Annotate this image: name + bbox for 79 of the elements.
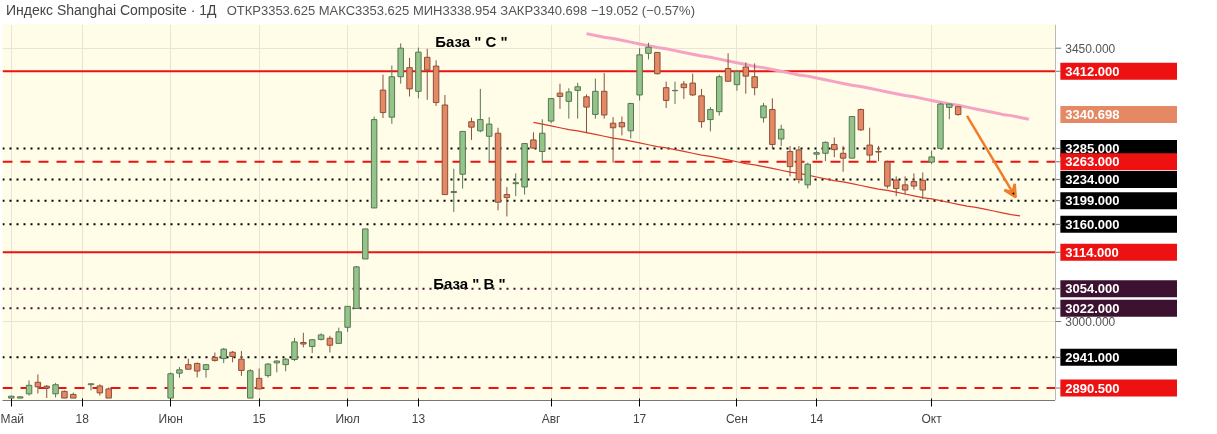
ref-line-label: 3022.000 bbox=[1065, 300, 1120, 316]
candlestick bbox=[477, 88, 484, 133]
candlestick bbox=[742, 61, 750, 95]
chart-subtitle: ОТКР3353.625 МАКС3353.625 МИН3338.954 ЗАКР3340.698 −19.052 (−0.57%) bbox=[226, 3, 695, 18]
ref-line-label: 3160.000 bbox=[1065, 216, 1120, 232]
candlestick bbox=[839, 145, 847, 173]
x-tick-label: Июл bbox=[335, 411, 360, 426]
chart-title: Индекс Shanghai Composite · 1Д bbox=[6, 2, 217, 18]
candlestick bbox=[707, 106, 714, 132]
candlestick bbox=[556, 83, 564, 110]
candlestick bbox=[724, 52, 732, 82]
x-tick-label: 14 bbox=[809, 411, 824, 426]
ref-line-label: 3234.000 bbox=[1065, 171, 1120, 187]
candlestick bbox=[512, 172, 519, 197]
candlestick bbox=[777, 124, 785, 147]
candlestick bbox=[680, 80, 688, 100]
candlestick bbox=[662, 81, 670, 109]
candlestick bbox=[450, 168, 458, 213]
candlestick bbox=[485, 116, 493, 162]
candlestick bbox=[910, 172, 918, 190]
ref-line-label: 3114.000 bbox=[1065, 244, 1119, 260]
y-tick-label: 3450.000 bbox=[1065, 41, 1116, 56]
x-tick-label: 18 bbox=[75, 411, 90, 426]
candlestick bbox=[238, 350, 245, 377]
ref-line-label: 3285.000 bbox=[1065, 140, 1120, 156]
candlestick bbox=[600, 72, 608, 120]
candlestick bbox=[503, 186, 511, 217]
candlestick bbox=[583, 93, 590, 134]
candlestick bbox=[547, 98, 555, 124]
candlestick bbox=[822, 140, 829, 162]
candlestick bbox=[866, 127, 873, 162]
candlestick bbox=[379, 74, 387, 119]
x-tick-label: 13 bbox=[411, 411, 426, 426]
candlestick bbox=[689, 73, 696, 97]
y-tick-label: 3000.000 bbox=[1065, 315, 1116, 330]
text: 3340.698 bbox=[1065, 107, 1120, 123]
ref-line-label: 3199.000 bbox=[1065, 193, 1120, 209]
candlestick bbox=[202, 363, 210, 379]
x-tick-label: Авг bbox=[541, 411, 562, 426]
annotation: База " В " bbox=[433, 275, 506, 293]
x-tick-label: Окт bbox=[921, 411, 943, 426]
candlestick bbox=[884, 160, 891, 190]
annotation: База " С " bbox=[435, 32, 508, 50]
candlestick bbox=[406, 57, 413, 97]
candlestick bbox=[255, 368, 263, 390]
candlestick bbox=[291, 337, 298, 362]
candlestick bbox=[901, 175, 909, 196]
candlestick bbox=[760, 102, 767, 124]
candlestick bbox=[326, 335, 334, 354]
candlestick bbox=[565, 87, 573, 120]
candlestick bbox=[539, 118, 546, 164]
candlestick bbox=[592, 78, 599, 120]
candlestick bbox=[654, 51, 661, 76]
candlestick bbox=[831, 136, 838, 158]
candlestick bbox=[344, 305, 351, 333]
ref-line-label: 3263.000 bbox=[1065, 154, 1120, 170]
candlestick bbox=[786, 145, 794, 177]
ref-line-label: 3054.000 bbox=[1065, 281, 1120, 297]
x-tick-label: Сен bbox=[725, 411, 748, 426]
candlestick bbox=[468, 117, 475, 141]
x-tick-label: Июн bbox=[158, 411, 183, 426]
candlestick bbox=[892, 175, 900, 197]
candlestick bbox=[424, 48, 431, 101]
x-tick-label: Май bbox=[0, 411, 25, 426]
x-tick-label: 17 bbox=[632, 411, 647, 426]
x-tick-label: 15 bbox=[252, 411, 267, 426]
ref-line-label: 2890.500 bbox=[1065, 380, 1120, 396]
candlestick bbox=[618, 116, 626, 136]
line-series bbox=[585, 32, 1031, 121]
candlestick bbox=[211, 352, 219, 363]
candlestick bbox=[751, 62, 758, 96]
candlestick bbox=[919, 171, 927, 200]
line-series bbox=[532, 121, 1021, 217]
candlestick bbox=[87, 382, 95, 391]
candlestick bbox=[574, 82, 581, 120]
ref-line-label: 2941.000 bbox=[1065, 349, 1120, 365]
ref-line-label: 3412.000 bbox=[1065, 63, 1120, 79]
candlestick bbox=[804, 162, 811, 190]
candlestick bbox=[733, 71, 741, 92]
